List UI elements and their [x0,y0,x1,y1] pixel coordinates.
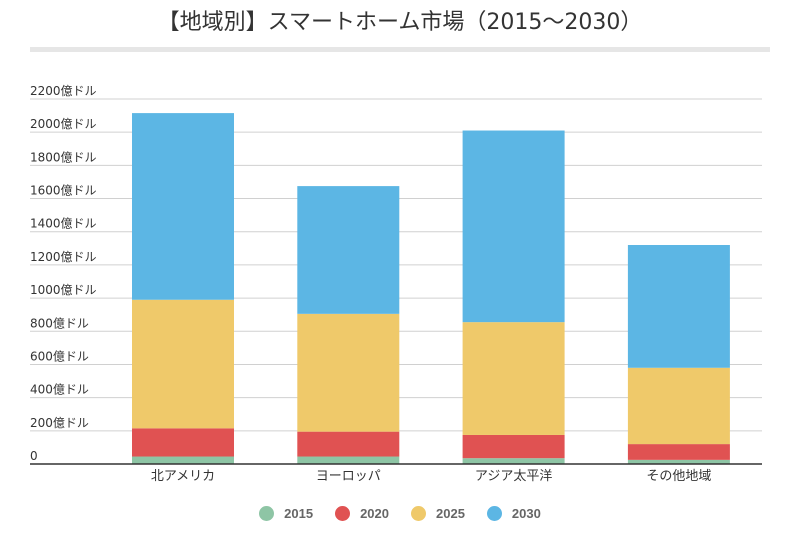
x-tick-label: 北アメリカ [151,469,215,484]
legend-swatch [259,506,275,521]
bar-segment [132,113,234,300]
legend-item: 2025 [411,506,465,521]
bar-segment [462,322,565,435]
y-tick-label: 400億ドル [30,383,89,397]
chart-title: 【地域別】スマートホーム市場（2015〜2030） [157,10,643,35]
legend-swatch [335,506,351,521]
bar-segment [627,444,730,460]
bar-segment [462,130,565,323]
x-tick-label: その他地域 [646,469,711,484]
bar-segment [627,245,730,368]
title-divider [30,47,770,52]
legend-swatch [486,506,502,521]
bar-segment [627,367,730,445]
legend-swatch [411,506,426,521]
bar-segment [132,299,234,429]
bar-segment [297,431,400,457]
legend-item: 2020 [335,506,389,521]
bar-segment [132,456,234,464]
legend-label: 2015 [284,506,314,521]
bar-segment [462,434,565,459]
legend-item: 2015 [259,506,313,521]
y-tick-label: 2000億ドル [30,117,97,131]
y-tick-label: 200億ドル [30,416,89,430]
y-tick-label: 2200億ドル [30,84,97,98]
legend-label: 2020 [360,506,389,521]
y-tick-label: 0 [30,449,38,463]
x-tick-label: ヨーロッパ [316,469,381,484]
y-tick-label: 600億ドル [30,349,89,363]
y-tick-label: 1200億ドル [30,250,97,264]
legend-label: 2025 [436,506,465,521]
bar-segment [627,459,730,464]
legend-label: 2030 [511,506,541,521]
bar-segment [462,458,565,464]
chart-legend: 2015 2020 2025 2030 [0,506,800,521]
bar-segment [297,456,400,464]
y-tick-label: 800億ドル [30,316,89,330]
y-tick-label: 1800億ドル [30,150,97,164]
bar-segment [297,186,400,314]
x-tick-label: アジア太平洋 [475,469,552,484]
y-tick-label: 1600億ドル [30,184,97,198]
chart-plot-area: 0 200億ドル 400億ドル 600億ドル 800億ドル 1000億ドル 1200億ドル 1… [30,84,762,484]
legend-item: 2030 [486,506,541,521]
y-tick-label: 1000億ドル [30,283,97,297]
bar-segment [297,313,400,432]
y-tick-label: 1400億ドル [30,217,97,231]
bar-segment [132,428,234,457]
